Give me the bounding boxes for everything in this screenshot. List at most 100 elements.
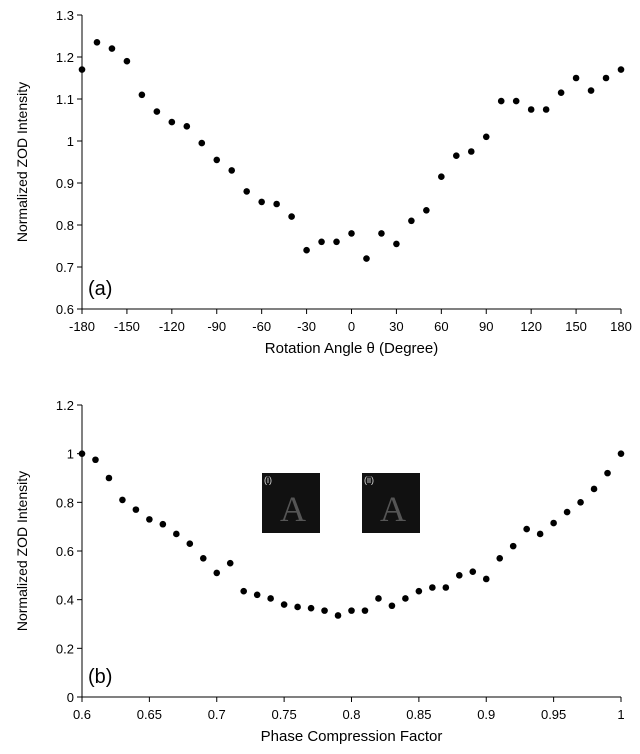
inset-content: A [280,489,306,529]
data-point [92,456,99,464]
data-point [402,595,409,602]
inset-image [362,473,420,533]
data-point [108,45,116,52]
data-point [393,240,400,248]
x-tick-label: 150 [565,319,587,334]
data-point [604,469,611,477]
chart: 0.6 0.7 0.8 0.9 1 1.1 1.2 1.3 -180 -150 -120 -90 -60… [14,8,632,357]
data-point [348,230,355,237]
data-point [542,106,550,113]
data-point [243,188,250,195]
data-point [388,602,396,610]
data-point [321,607,328,614]
data-point [307,604,315,612]
data-point [173,530,180,538]
panel-label: (b) [88,666,112,688]
x-tick-label: 30 [389,319,403,334]
data-point [258,198,265,206]
data-point [617,66,625,73]
data-point [198,139,206,147]
x-tick-label: 60 [434,319,448,334]
data-point [523,525,530,533]
data-point [497,97,505,105]
x-axis-title: Phase Compression Factor [261,728,443,745]
panel-label: (a) [88,278,112,300]
data-point [213,156,221,164]
data-point [408,217,415,225]
y-axis-title: Normalized ZOD Intensity [14,82,30,242]
x-tick-label: 0.9 [477,707,495,722]
x-tick-label: 0.8 [342,707,360,722]
x-tick-label: 0.65 [137,707,162,722]
data-point [438,173,445,180]
data-point [469,568,477,575]
x-axis-title: Rotation Angle θ (Degree) [265,340,438,357]
data-point [93,39,101,46]
data-point [123,57,131,65]
data-point [602,74,610,82]
data-point [78,66,86,73]
x-tick-label: -180 [69,319,95,334]
data-point [333,238,340,246]
data-point [334,612,342,619]
data-point [442,584,450,591]
x-tick-label: -30 [297,319,316,334]
data-point [563,508,571,516]
y-tick-label: 0.4 [56,593,74,608]
x-tick-label: -120 [159,319,185,334]
y-tick-label: 0.8 [56,218,74,233]
data-point [138,91,146,99]
data-point [482,575,490,583]
data-point [415,587,423,595]
y-axis-title: Normalized ZOD Intensity [14,471,30,631]
data-point [496,555,504,562]
y-tick-label: 1 [67,447,74,462]
data-point [159,520,167,528]
x-tick-label: 0.75 [271,707,296,722]
data-point [318,238,325,246]
data-point [536,530,544,538]
data-point [572,74,580,82]
data-point [617,450,625,457]
x-tick-label: 0.6 [73,707,91,722]
inset-label: (i) [264,475,272,485]
data-point [577,499,584,506]
y-tick-label: 0 [67,690,74,705]
data-point [78,450,86,457]
data-point [348,607,355,614]
data-point [213,569,221,577]
data-point [119,496,126,504]
data-point [226,559,234,567]
data-point [363,255,370,262]
data-point [590,485,598,493]
inset-image [262,473,320,533]
x-tick-label: 1 [617,707,624,722]
data-point [146,516,153,523]
data-point [183,123,191,130]
data-point [267,595,274,602]
data-point [280,601,288,608]
data-point [361,607,369,614]
data-point [512,97,520,105]
data-point [199,555,207,562]
y-tick-label: 0.9 [56,176,74,191]
data-point [527,106,535,113]
data-point [467,148,475,155]
x-tick-label: -60 [252,319,271,334]
data-point [240,587,247,595]
y-tick-label: 1.2 [56,398,74,413]
x-tick-label: 90 [479,319,493,334]
x-tick-label: 180 [610,319,632,334]
data-point [253,591,261,599]
data-point [423,207,430,214]
data-point [153,108,161,115]
data-point [132,506,140,513]
y-tick-label: 0.2 [56,641,74,656]
data-point [273,200,280,208]
x-tick-label: 120 [520,319,542,334]
data-point [168,118,176,126]
data-point [294,603,301,611]
data-point [105,474,113,482]
data-point [375,595,382,602]
y-tick-label: 0.6 [56,302,74,317]
